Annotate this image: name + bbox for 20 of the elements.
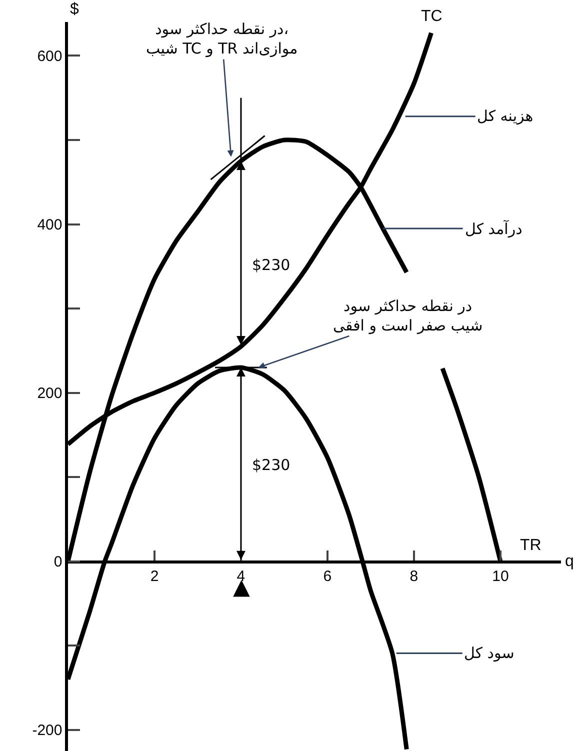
series-label: TC (421, 8, 442, 25)
annotation: $230 (252, 256, 290, 274)
x-axis-title: q (565, 553, 574, 570)
y-tick-label: 600 (37, 48, 62, 65)
annotation: در نقطه حداکثر سود، شیب TC و TR موازی‌اند (146, 20, 298, 58)
annotation: هزینه کل (477, 107, 534, 125)
x-tick-label: 2 (150, 568, 159, 586)
annotation: در نقطه حداکثر سود شیب صفر است و افقی (333, 297, 483, 334)
y-tick-label: 400 (37, 216, 62, 234)
y-tick-label: 200 (37, 385, 62, 402)
x-tick-label: 10 (492, 568, 509, 586)
y-tick-label: 0 (54, 554, 62, 571)
y-tick-label: -200 (32, 722, 62, 740)
x-tick-label: 8 (410, 568, 418, 586)
y-axis-title: $ (70, 1, 79, 18)
annotation: درآمد کل (465, 219, 522, 238)
annotation: $230 (252, 456, 290, 474)
x-tick-label: 6 (323, 568, 332, 586)
series-label: TR (520, 537, 542, 554)
text: سود کل (464, 644, 514, 662)
